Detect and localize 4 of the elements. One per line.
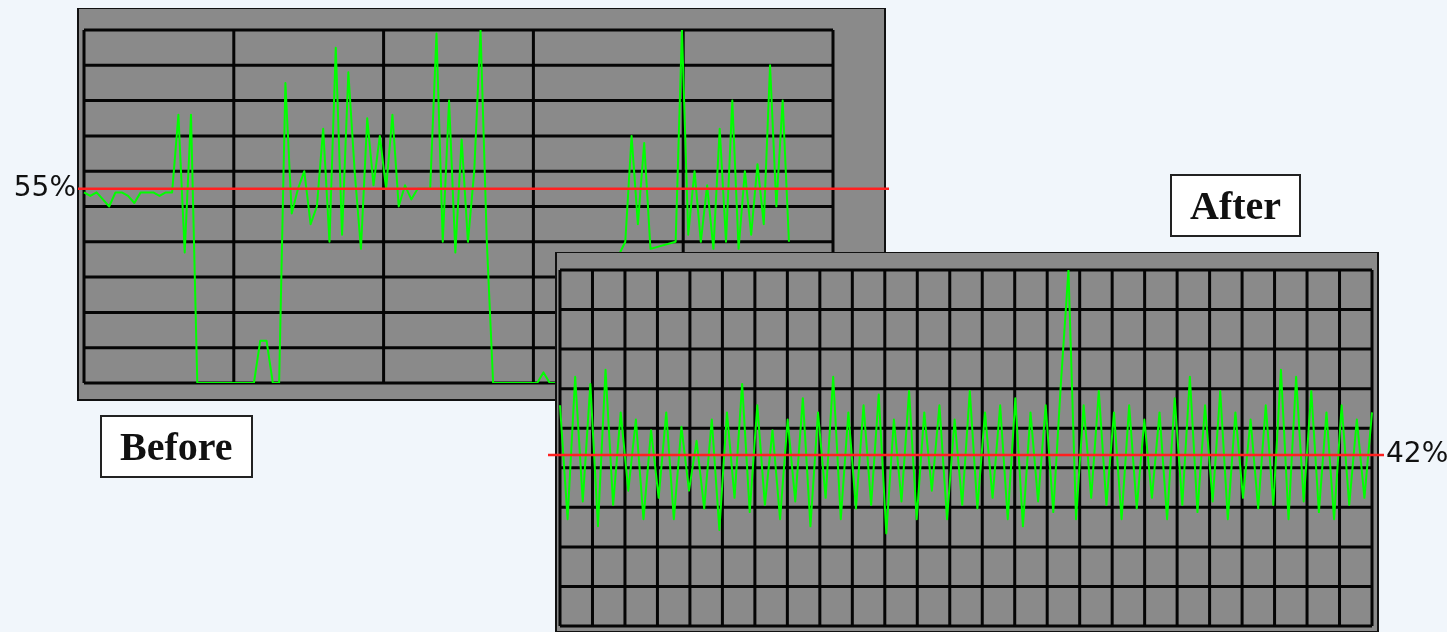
text: 42% [1386, 436, 1447, 470]
text: Before [100, 415, 253, 478]
chart-title: After [1170, 174, 1302, 237]
ref-line-label: 55% [13, 170, 76, 204]
